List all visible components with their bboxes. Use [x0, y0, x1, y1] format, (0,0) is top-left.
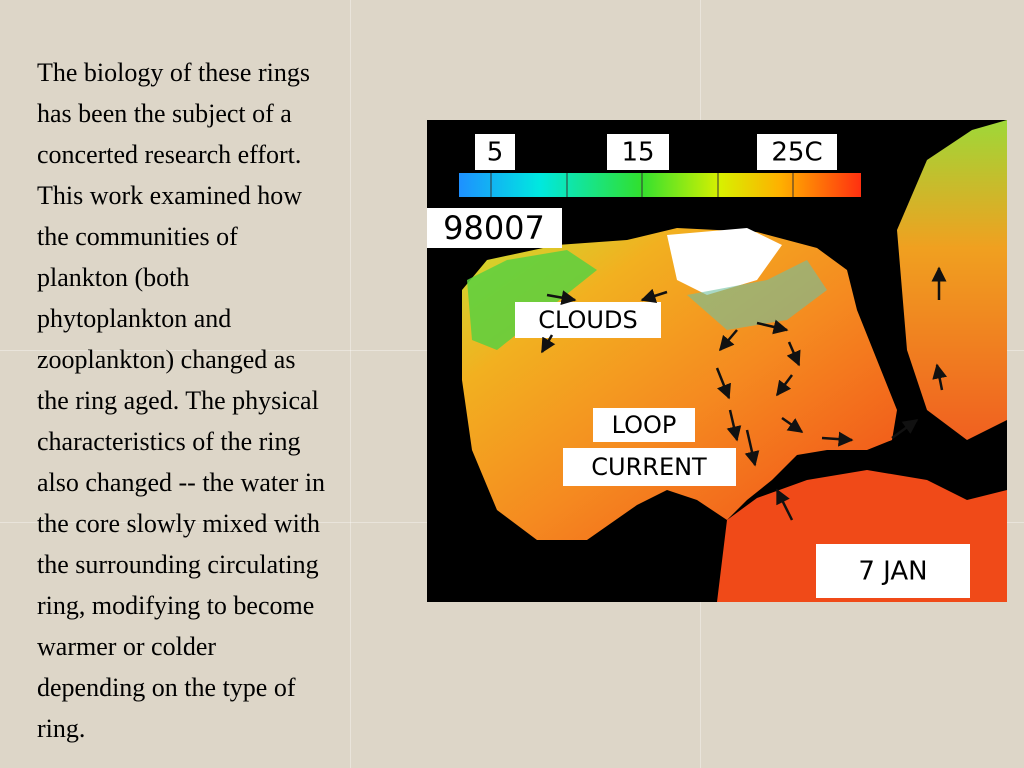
label-box	[816, 544, 970, 598]
cool-water	[467, 250, 597, 350]
cloud-area	[667, 228, 782, 295]
body-text: The biology of these rings has been the s…	[37, 52, 427, 749]
label-box	[607, 134, 669, 170]
label-box	[757, 134, 837, 170]
atlantic-water	[897, 120, 1007, 440]
clouds-label: CLOUDS	[538, 306, 637, 334]
text-line: depending on the type of	[37, 673, 296, 702]
text-line: zooplankton) changed as	[37, 345, 296, 374]
current-arrows	[540, 266, 948, 521]
label-box	[515, 302, 661, 338]
text-line: This work examined how	[37, 181, 303, 210]
label-box	[563, 448, 736, 486]
text-line: ring.	[37, 714, 86, 743]
label-box	[475, 134, 515, 170]
text-line: the core slowly mixed with	[37, 509, 321, 538]
text-line: the communities of	[37, 222, 238, 251]
scale-label: 15	[621, 138, 654, 168]
text-line: plankton (both	[37, 263, 190, 292]
loop-label: LOOP	[612, 411, 677, 439]
image-id: 98007	[443, 209, 545, 247]
text-line: also changed -- the water in	[37, 468, 326, 497]
satellite-image: 5 15 25C 98007 CLOUDS LOOP CURRENT 7 JAN	[427, 120, 1007, 602]
text-line: the ring aged. The physical	[37, 386, 319, 415]
text-line: has been the subject of a	[37, 99, 292, 128]
date-label: 7 JAN	[858, 557, 927, 587]
text-line: ring, modifying to become	[37, 591, 315, 620]
text-line: The biology of these rings	[37, 58, 310, 87]
text-line: the surrounding circulating	[37, 550, 319, 579]
text-line: warmer or colder	[37, 632, 217, 661]
current-label: CURRENT	[591, 453, 707, 481]
scale-label: 5	[487, 138, 504, 168]
text-line: characteristics of the ring	[37, 427, 301, 456]
text-line: concerted research effort.	[37, 140, 302, 169]
label-box	[427, 208, 562, 248]
label-box	[593, 408, 695, 442]
scale-label: 25C	[771, 138, 822, 168]
cloud-edge	[687, 260, 827, 330]
color-scale	[459, 173, 861, 197]
grid-line	[350, 0, 351, 768]
text-line: phytoplankton and	[37, 304, 232, 333]
